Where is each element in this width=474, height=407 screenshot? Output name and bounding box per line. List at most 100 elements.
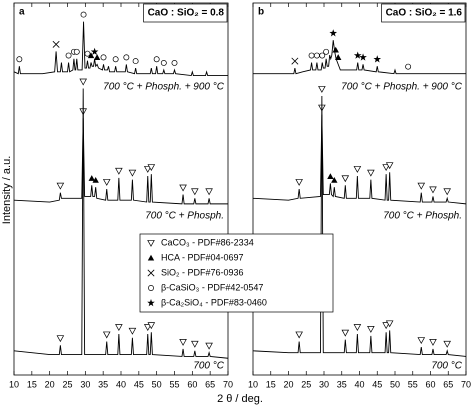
marker-hca	[331, 176, 338, 183]
pattern-label: 700 °C	[431, 361, 462, 372]
marker-ca2sio4	[353, 51, 362, 59]
marker-caco3	[341, 329, 350, 337]
marker-caco3	[443, 340, 451, 348]
legend-label: β-Ca₂SiO₄ - PDF#83-0460	[161, 297, 267, 307]
marker-caco3	[191, 340, 199, 348]
x-tick-label: 35	[98, 379, 108, 389]
xrd-pattern	[13, 21, 228, 77]
marker-casio3	[73, 48, 80, 55]
marker-caco3	[417, 182, 426, 190]
xrd-pattern	[252, 95, 467, 357]
x-tick-label: 30	[319, 379, 329, 389]
legend-symbol	[147, 269, 155, 277]
x-tick-label: 20	[283, 379, 293, 389]
marker-caco3	[102, 179, 111, 186]
x-tick-label: 40	[354, 379, 364, 389]
marker-casio3	[313, 52, 320, 59]
marker-caco3	[367, 326, 375, 333]
x-tick-label: 20	[45, 379, 55, 389]
marker-sio2	[291, 57, 299, 65]
marker-caco3	[56, 335, 65, 343]
marker-caco3	[417, 337, 426, 345]
marker-casio3	[160, 60, 167, 66]
pattern-label: 700 °C + Phosph.	[145, 211, 224, 222]
marker-caco3	[128, 169, 137, 177]
legend-label: SiO₂ - PDF#76-0936	[161, 267, 244, 277]
x-tick-label: 25	[62, 379, 72, 389]
legend-box	[139, 233, 334, 313]
marker-caco3	[56, 182, 65, 190]
marker-caco3	[295, 331, 303, 339]
marker-caco3	[102, 331, 111, 339]
ratio-box	[381, 3, 466, 23]
marker-caco3	[382, 164, 390, 172]
x-tick-label: 45	[372, 379, 382, 389]
marker-caco3	[115, 167, 123, 175]
marker-casio3	[123, 54, 130, 61]
x-tick-label: 60	[187, 379, 197, 389]
marker-hca	[87, 52, 95, 59]
x-tick-label: 55	[169, 379, 179, 389]
marker-ca2sio4	[329, 29, 338, 37]
marker-caco3	[443, 188, 451, 196]
x-tick-label: 65	[443, 379, 453, 389]
x-tick-label: 70	[461, 379, 471, 389]
marker-caco3	[382, 322, 390, 330]
marker-casio3	[132, 58, 139, 65]
xrd-pattern	[253, 40, 466, 75]
marker-caco3	[128, 327, 137, 335]
marker-ca2sio4	[373, 55, 382, 63]
marker-sio2	[52, 40, 60, 48]
marker-ca2sio4	[359, 53, 367, 61]
marker-hca	[93, 54, 101, 60]
x-tick-label: 60	[425, 379, 435, 389]
marker-caco3	[429, 339, 437, 346]
x-tick-label: 15	[27, 379, 37, 389]
marker-casio3	[100, 54, 107, 61]
marker-casio3	[319, 52, 326, 59]
marker-casio3	[308, 52, 315, 59]
pattern-label: 700 °C + Phosph. + 900 °C	[103, 82, 225, 93]
marker-hca	[88, 175, 95, 181]
legend-symbol	[148, 285, 154, 291]
legend-label: β-CaSiO₃ - PDF#42-0547	[161, 282, 263, 292]
x-tick-label: 25	[301, 379, 311, 389]
marker-casio3	[171, 60, 178, 66]
ratio-box	[143, 3, 228, 23]
marker-hca	[335, 54, 342, 60]
marker-caco3	[79, 78, 87, 86]
pattern-label: 700 °C + Phosph. + 900 °C	[341, 82, 463, 93]
marker-caco3	[179, 339, 187, 346]
xrd-pattern	[13, 88, 229, 359]
legend-symbol	[147, 299, 155, 307]
ratio-label: CaO : SiO₂ = 0.8	[148, 8, 225, 19]
x-tick-label: 45	[134, 379, 144, 389]
y-axis-label: Intensity / a.u.	[1, 156, 13, 224]
marker-caco3	[341, 175, 350, 183]
marker-caco3	[143, 166, 152, 173]
x-tick-label: 65	[205, 379, 215, 389]
legend-label: HCA - PDF#04-0697	[161, 252, 244, 262]
marker-casio3	[112, 56, 119, 63]
marker-caco3	[147, 164, 156, 172]
marker-caco3	[367, 169, 375, 177]
marker-caco3	[115, 324, 123, 332]
legend-label: CaCO₃ - PDF#86-2334	[161, 237, 254, 247]
marker-caco3	[353, 166, 362, 173]
marker-casio3	[16, 56, 23, 63]
marker-casio3	[153, 56, 160, 63]
x-axis-label: 2 θ / deg.	[217, 393, 263, 405]
marker-hca	[327, 173, 334, 179]
pattern-label: 700 °C + Phosph.	[383, 211, 462, 222]
marker-caco3	[205, 188, 213, 196]
panel-letter: a	[19, 7, 25, 18]
marker-hca	[332, 46, 339, 53]
marker-caco3	[143, 324, 152, 332]
marker-casio3	[405, 63, 412, 70]
ratio-label: CaO : SiO₂ = 1.6	[386, 8, 463, 19]
x-tick-label: 35	[337, 379, 347, 389]
x-tick-label: 50	[390, 379, 400, 389]
marker-caco3	[179, 184, 187, 192]
panel-letter: b	[258, 7, 264, 18]
